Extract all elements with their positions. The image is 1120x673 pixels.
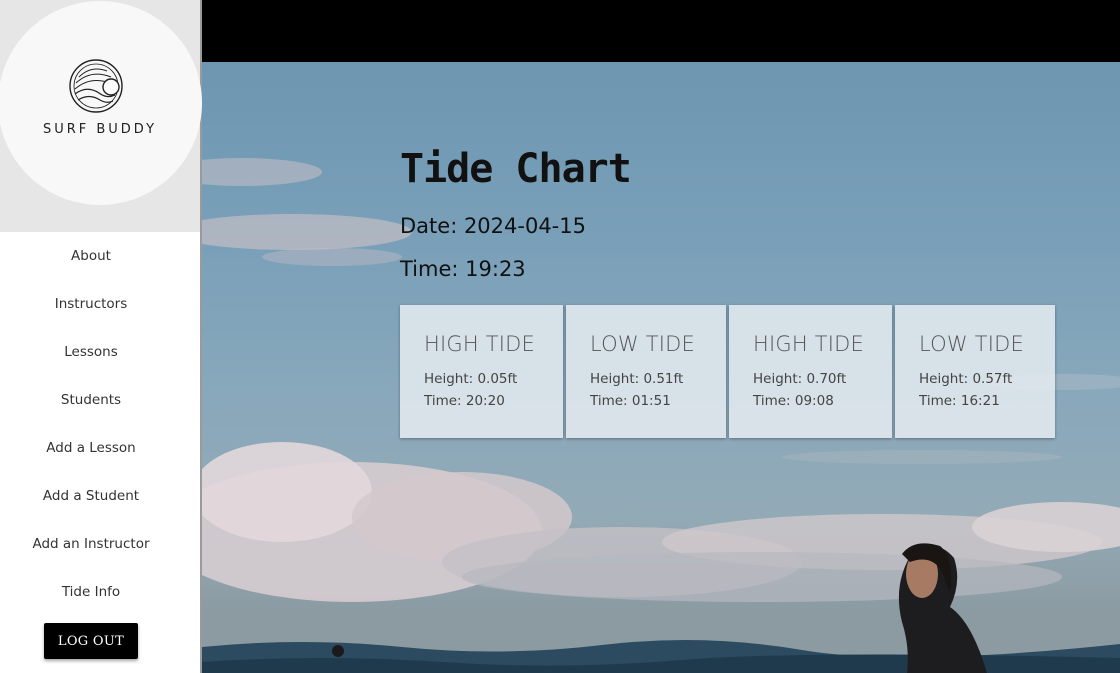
sidebar-item-about[interactable]: About xyxy=(71,248,111,264)
sidebar-item-lessons[interactable]: Lessons xyxy=(64,344,118,360)
tide-height: Height: 0.05ft xyxy=(424,371,518,387)
tide-type: HIGH TIDE xyxy=(753,332,864,356)
tide-type: HIGH TIDE xyxy=(424,332,535,356)
tide-height: Height: 0.51ft xyxy=(590,371,684,387)
sidebar-item-students[interactable]: Students xyxy=(60,392,122,408)
logo-badge[interactable]: SURF BUDDY xyxy=(0,1,202,205)
tide-height: Height: 0.70ft xyxy=(753,371,847,387)
sidebar-item-instructors[interactable]: Instructors xyxy=(54,296,128,312)
tide-time: Time: 16:21 xyxy=(919,393,1000,409)
tide-type: LOW TIDE xyxy=(590,332,695,356)
top-bar xyxy=(202,0,1120,62)
logout-button[interactable]: LOG OUT xyxy=(44,623,138,659)
sidebar-item-add-student[interactable]: Add a Student xyxy=(42,488,140,504)
brand-name: SURF BUDDY xyxy=(42,122,158,137)
current-date: Date: 2024-04-15 xyxy=(400,214,586,238)
current-time: Time: 19:23 xyxy=(400,257,526,281)
tide-type: LOW TIDE xyxy=(919,332,1024,356)
sidebar-item-tide-info[interactable]: Tide Info xyxy=(61,584,121,600)
logo-area: SURF BUDDY xyxy=(0,0,202,232)
tide-height: Height: 0.57ft xyxy=(919,371,1013,387)
tide-time: Time: 09:08 xyxy=(753,393,834,409)
tide-card: LOW TIDE Height: 0.51ft Time: 01:51 xyxy=(566,305,726,438)
tide-time: Time: 01:51 xyxy=(590,393,671,409)
tide-card: LOW TIDE Height: 0.57ft Time: 16:21 xyxy=(895,305,1055,438)
tide-time: Time: 20:20 xyxy=(424,393,505,409)
sidebar-item-add-instructor[interactable]: Add an Instructor xyxy=(32,536,150,552)
page-title: Tide Chart xyxy=(400,146,632,192)
wave-sun-logo-icon xyxy=(69,59,123,113)
sidebar: SURF BUDDY About Instructors Lessons Stu… xyxy=(0,0,202,673)
tide-card: HIGH TIDE Height: 0.70ft Time: 09:08 xyxy=(729,305,892,438)
sidebar-item-add-lesson[interactable]: Add a Lesson xyxy=(46,440,136,456)
sidebar-nav: About Instructors Lessons Students Add a… xyxy=(0,232,182,616)
tide-card: HIGH TIDE Height: 0.05ft Time: 20:20 xyxy=(400,305,563,438)
